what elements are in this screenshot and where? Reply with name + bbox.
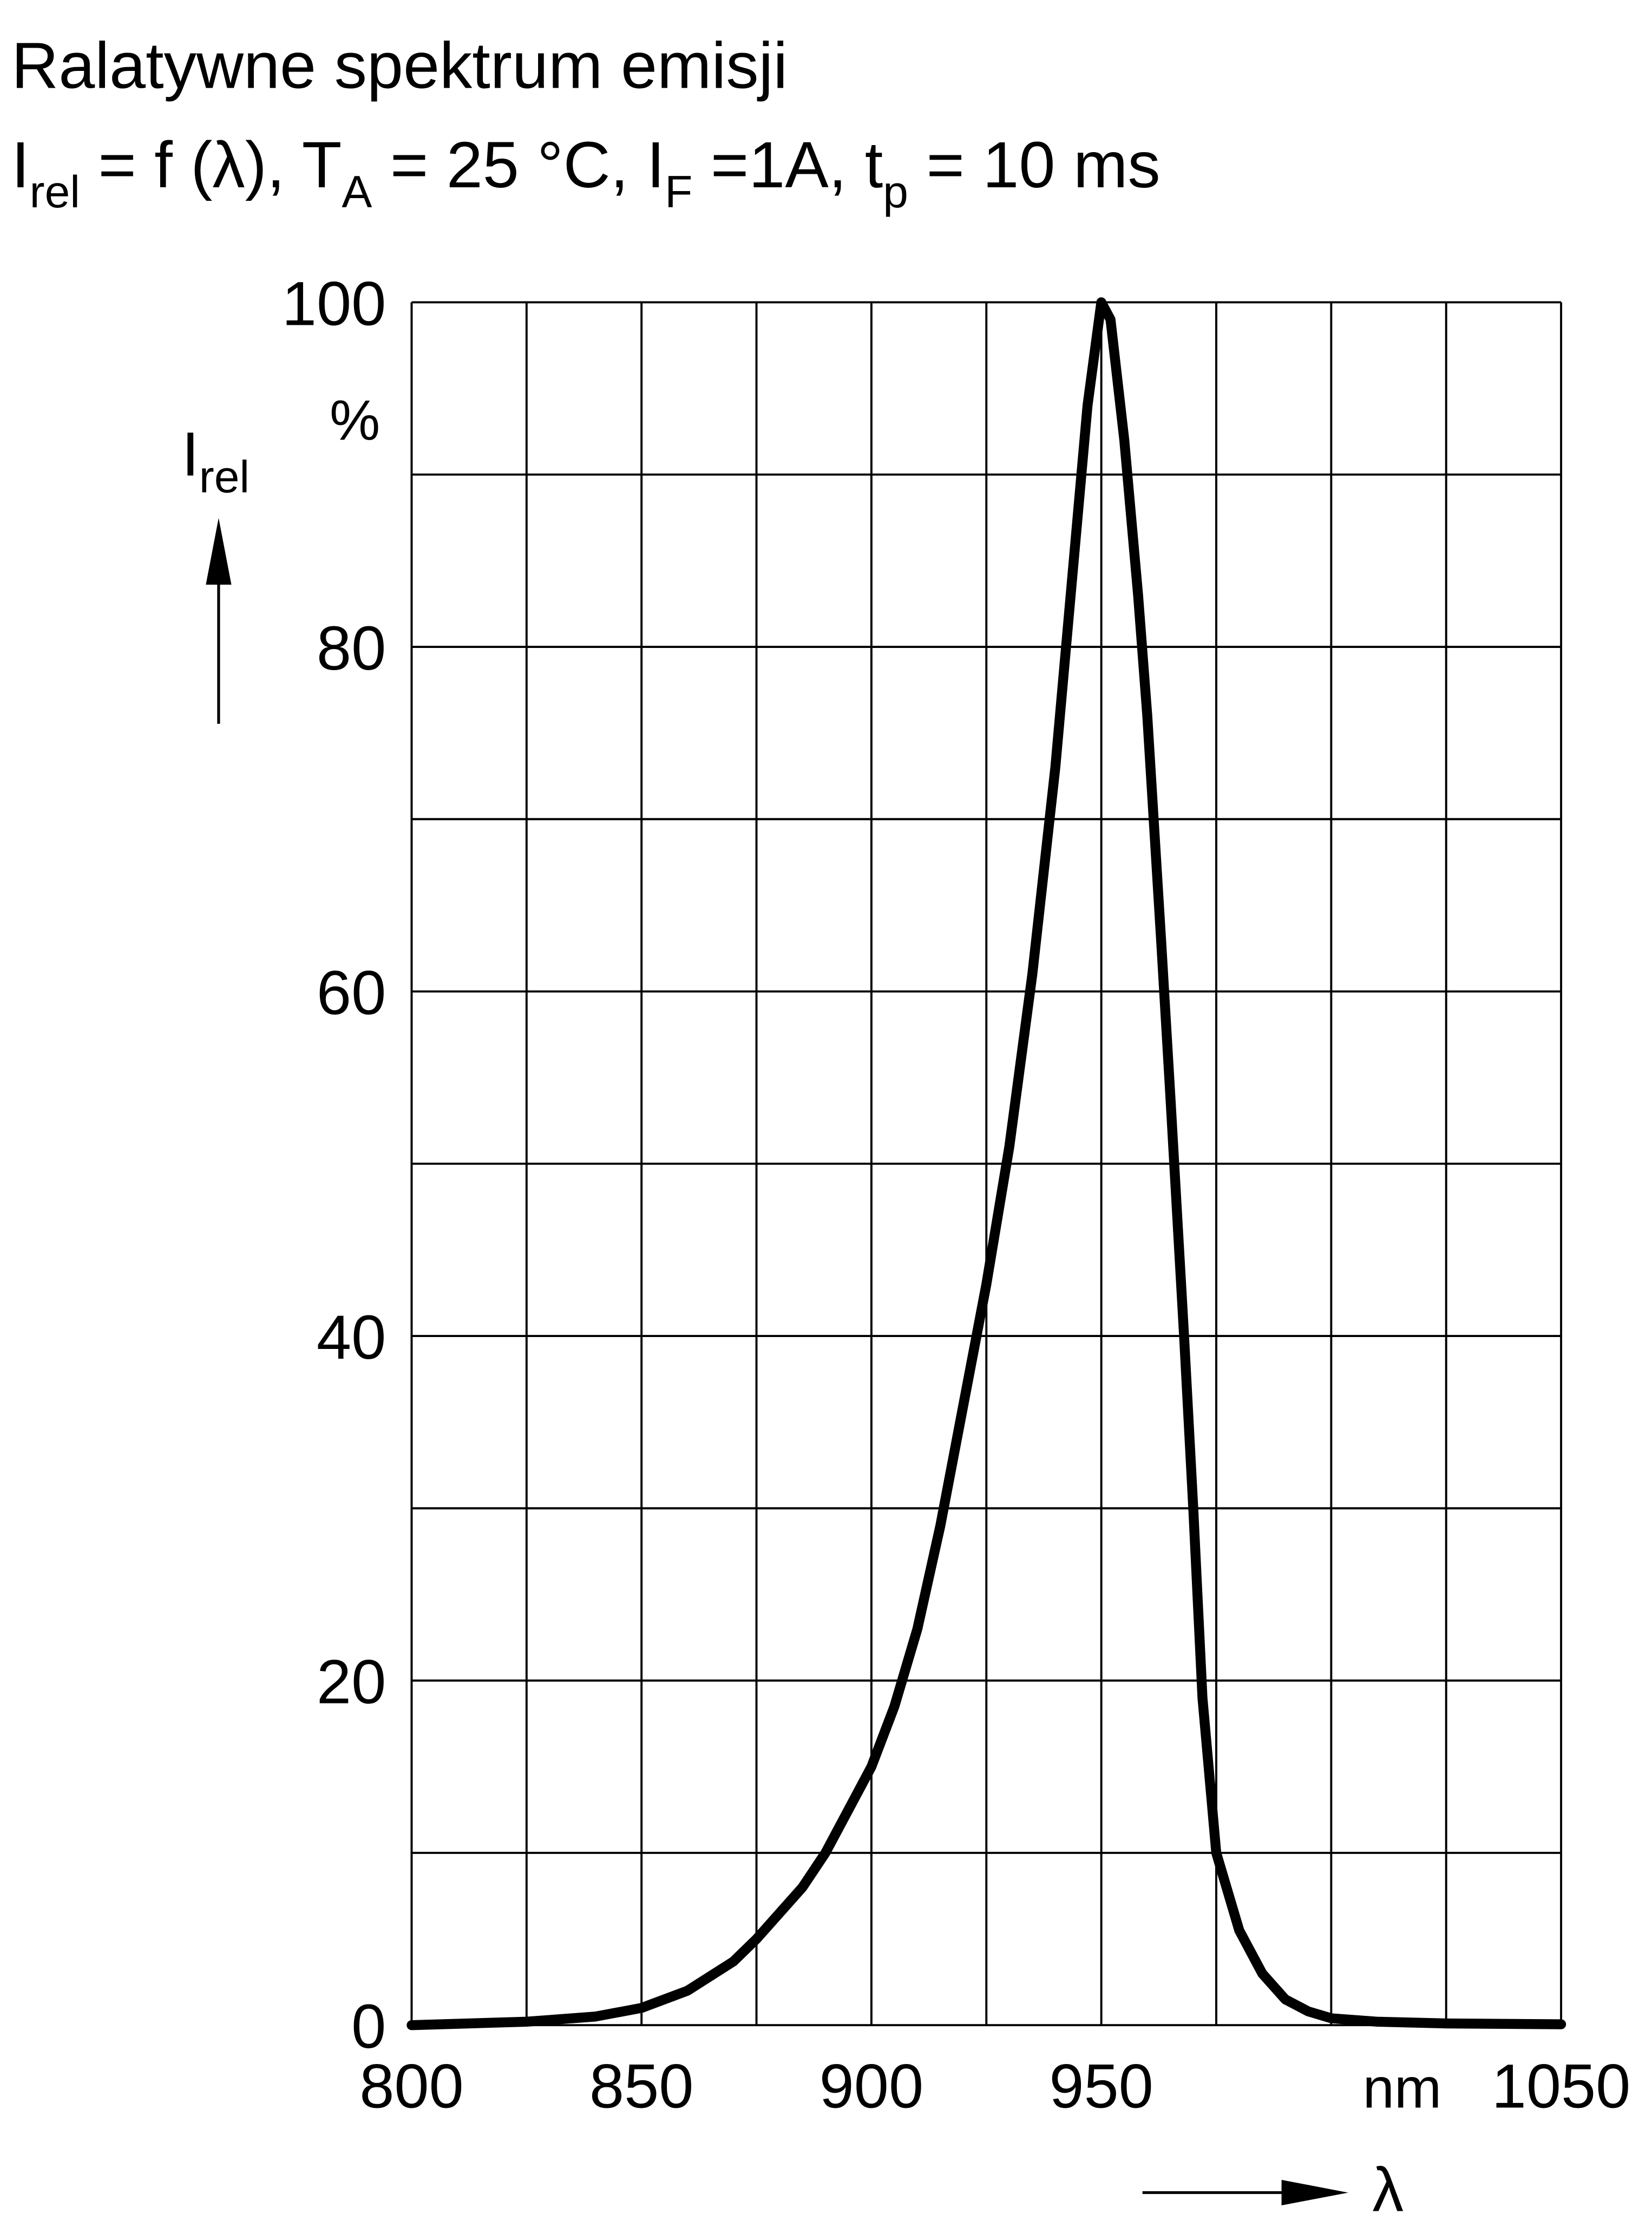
tick-labels: 800 850 900 950 1050 0 20 40 60 80 100 (282, 269, 1631, 2121)
subtitle-text: I (11, 128, 30, 201)
plot (407, 297, 1566, 2030)
y-tick-label: 80 (317, 614, 386, 683)
x-axis-label: λ (1372, 2156, 1404, 2221)
y-tick-label: 20 (317, 1648, 386, 1717)
x-tick-label: 1050 (1492, 2052, 1631, 2121)
x-tick-label: 950 (1049, 2052, 1153, 2121)
subtitle-text: = f (λ), T (80, 128, 342, 201)
y-arrowhead (206, 517, 232, 585)
y-tick-label: 100 (282, 269, 386, 338)
y-label-text: I (182, 420, 199, 489)
x-tick-label: 800 (359, 2052, 463, 2121)
subscript: A (342, 166, 372, 217)
y-unit: % (330, 389, 380, 453)
y-axis-label: Irel (182, 420, 250, 502)
y-tick-label: 0 (351, 1992, 386, 2061)
chart-subtitle: Irel = f (λ), TA = 25 °C, IF =1A, tp = 1… (11, 128, 1161, 217)
subtitle-text: =1A, t (692, 128, 883, 201)
x-tick-label: 900 (820, 2052, 923, 2121)
subscript: p (883, 166, 908, 217)
grid (410, 301, 1563, 2027)
chart-title: Ralatywne spektrum emisji (11, 29, 788, 102)
subscript: rel (30, 166, 80, 217)
subscript: F (665, 166, 692, 217)
subtitle-text: = 10 ms (908, 128, 1161, 201)
y-tick-label: 60 (317, 958, 386, 1027)
y-tick-label: 40 (317, 1303, 386, 1372)
x-tick-label: 850 (589, 2052, 693, 2121)
y-label-sub: rel (199, 451, 250, 502)
data-line (407, 297, 1566, 2030)
x-unit: nm (1363, 2056, 1442, 2120)
subtitle-text: = 25 °C, I (372, 128, 665, 201)
x-arrowhead (1281, 2179, 1348, 2206)
